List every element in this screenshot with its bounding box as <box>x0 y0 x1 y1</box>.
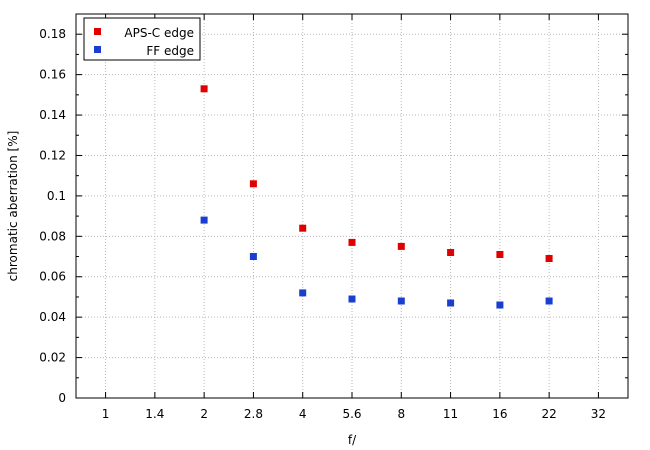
y-tick-label: 0.04 <box>39 310 66 324</box>
data-point-aps-c <box>496 251 504 258</box>
legend-label-aps-c: APS-C edge <box>124 26 194 40</box>
grid-lines <box>76 14 628 398</box>
x-tick-label: 32 <box>591 407 606 421</box>
x-tick-label: 16 <box>492 407 507 421</box>
legend-marker-ff <box>94 46 101 53</box>
data-point-aps-c <box>299 224 307 232</box>
legend-marker-aps-c <box>94 28 101 35</box>
legend: APS-C edge FF edge <box>83 17 201 61</box>
y-tick-labels: 0 0.02 0.04 0.06 0.08 0.1 0.12 0.14 0.16 0.18 <box>39 27 66 405</box>
data-point-ff <box>496 301 504 309</box>
data-point-aps-c <box>545 255 553 262</box>
data-point-aps-c <box>447 249 455 256</box>
y-tick-label: 0.1 <box>47 189 66 203</box>
y-tick-label: 0.18 <box>39 27 66 41</box>
x-tick-labels: 1 1.4 2 2.8 4 5.6 8 11 16 22 32 <box>102 407 606 421</box>
data-point-ff <box>348 295 356 303</box>
data-point-ff <box>397 297 405 305</box>
x-tick-label: 22 <box>542 407 557 421</box>
data-point-ff <box>545 297 553 305</box>
y-axis-label: chromatic aberration [%] <box>6 131 20 282</box>
data-points <box>200 85 553 309</box>
plot-frame <box>75 13 629 399</box>
legend-label-ff: FF edge <box>146 44 194 58</box>
data-point-aps-c <box>200 85 208 93</box>
x-tick-label: 2.8 <box>244 407 263 421</box>
y-tick-label: 0.06 <box>39 270 66 284</box>
y-tick-label: 0.08 <box>39 229 66 243</box>
y-tick-label: 0 <box>58 391 66 405</box>
data-point-aps-c <box>249 180 257 188</box>
data-point-ff <box>200 216 208 224</box>
data-point-ff <box>249 253 257 260</box>
x-tick-label: 1.4 <box>145 407 164 421</box>
data-point-ff <box>299 289 307 297</box>
x-axis-label: f/ <box>348 433 357 447</box>
x-tick-label: 5.6 <box>342 407 361 421</box>
y-tick-label: 0.02 <box>39 351 66 365</box>
data-point-ff <box>447 299 455 307</box>
data-point-aps-c <box>397 242 405 250</box>
legend-box <box>83 17 201 61</box>
y-tick-label: 0.16 <box>39 68 66 82</box>
x-tick-label: 8 <box>397 407 405 421</box>
x-tick-label: 1 <box>102 407 110 421</box>
x-tick-label: 4 <box>299 407 307 421</box>
y-tick-label: 0.14 <box>39 108 66 122</box>
x-tick-label: 11 <box>443 407 458 421</box>
data-point-aps-c <box>348 238 356 246</box>
y-tick-label: 0.12 <box>39 148 66 162</box>
x-tick-label: 2 <box>200 407 208 421</box>
